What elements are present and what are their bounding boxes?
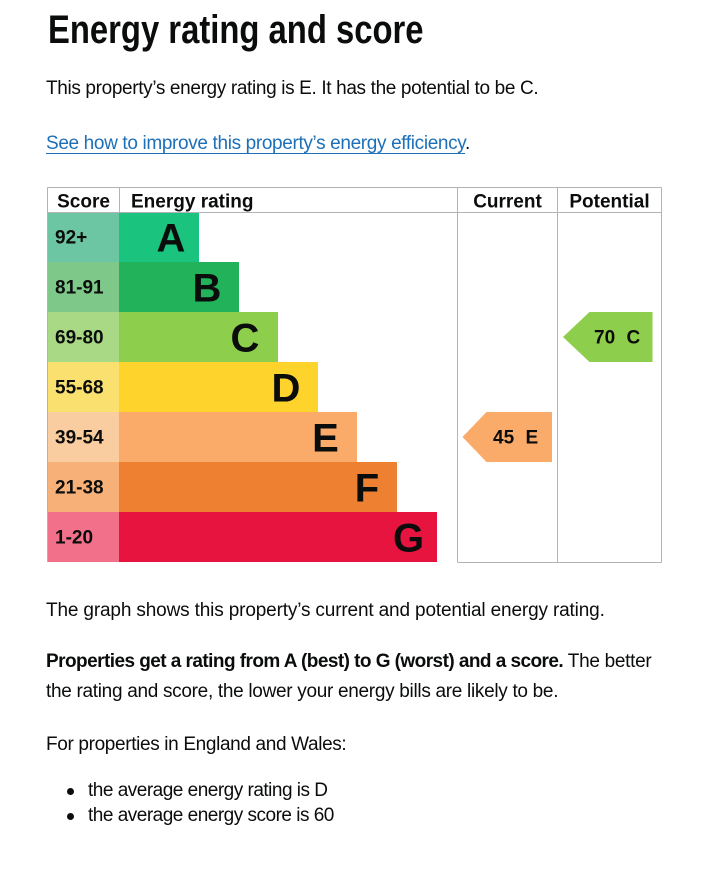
svg-text:C: C [627, 328, 641, 349]
svg-text:69-80: 69-80 [55, 328, 104, 349]
svg-text:81-91: 81-91 [55, 278, 104, 299]
svg-text:Potential: Potential [570, 192, 650, 213]
svg-text:C: C [231, 317, 260, 361]
svg-text:D: D [272, 367, 301, 411]
svg-text:A: A [157, 217, 186, 261]
svg-text:F: F [355, 467, 379, 511]
svg-text:B: B [193, 267, 222, 311]
svg-text:39-54: 39-54 [55, 428, 104, 449]
svg-text:E: E [526, 428, 539, 449]
svg-text:55-68: 55-68 [55, 378, 104, 399]
svg-text:Score: Score [57, 192, 110, 213]
svg-text:45: 45 [493, 428, 515, 449]
svg-text:G: G [393, 517, 424, 561]
svg-text:21-38: 21-38 [55, 478, 104, 499]
svg-text:Current: Current [473, 192, 542, 213]
svg-text:E: E [312, 417, 339, 461]
svg-text:Energy rating: Energy rating [131, 192, 253, 213]
svg-text:92+: 92+ [55, 228, 87, 249]
svg-text:70: 70 [594, 328, 615, 349]
svg-text:1-20: 1-20 [55, 528, 93, 549]
